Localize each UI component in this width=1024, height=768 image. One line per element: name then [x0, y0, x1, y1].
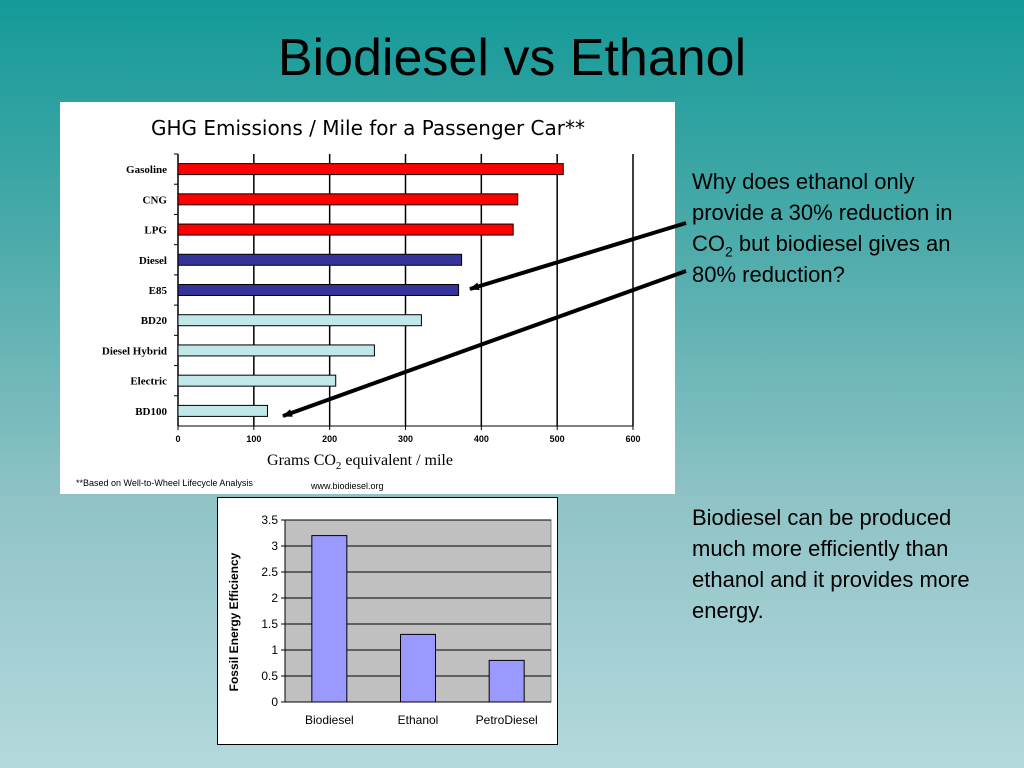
ghg-category-label-bd20: BD20 — [141, 315, 168, 327]
ghg-bar-bd20 — [177, 314, 422, 327]
ghg-x-tick-label: 200 — [322, 434, 337, 444]
efficiency-category-label-petrodiesel: PetroDiesel — [476, 713, 538, 727]
ghg-category-label-bd100: BD100 — [135, 406, 167, 418]
ghg-footnote: **Based on Well-to-Wheel Lifecycle Analy… — [76, 478, 253, 488]
ghg-x-tick-label: 500 — [550, 434, 565, 444]
ghg-bar-diesel — [177, 253, 463, 266]
question-text: Why does ethanol only provide a 30% redu… — [692, 169, 953, 287]
efficiency-y-tick-label: 3.5 — [261, 513, 278, 527]
efficiency-y-tick-label: 0.5 — [261, 669, 278, 683]
ghg-x-tick-label: 300 — [398, 434, 413, 444]
ghg-category-label-lpg: LPG — [144, 225, 167, 237]
ghg-x-axis-label: Grams CO2 equivalent / mile — [267, 452, 453, 473]
ghg-bar-electric — [177, 374, 337, 387]
ghg-category-label-e85: E85 — [149, 285, 168, 297]
efficiency-chart-panel: 0 0.5 1 1.5 2 2.5 3 3.5 Biodiesel Ethanol PetroDie… — [217, 497, 558, 745]
ghg-source: www.biodiesel.org — [311, 481, 384, 491]
ghg-chart-panel: GHG Emissions / Mile for a Passenger Car… — [60, 102, 675, 494]
ghg-category-label-diesel-hybrid: Diesel Hybrid — [102, 345, 167, 357]
efficiency-y-tick-label: 1 — [271, 643, 278, 657]
ghg-category-label-electric: Electric — [130, 376, 167, 388]
efficiency-y-axis-label: Fossil Energy Efficiency — [227, 552, 241, 692]
efficiency-y-tick-label: 0 — [271, 695, 278, 709]
efficiency-bar-ethanol — [400, 633, 436, 703]
ghg-category-label-cng: CNG — [143, 194, 168, 206]
ghg-bar-e85 — [177, 284, 460, 296]
efficiency-bar-petrodiesel — [488, 659, 525, 703]
efficiency-y-tick-label: 2 — [271, 591, 278, 605]
ghg-bar-bd100 — [177, 404, 268, 417]
ghg-x-tick-label: 400 — [474, 434, 489, 444]
efficiency-category-label-biodiesel: Biodiesel — [305, 713, 354, 727]
ghg-bar-lpg — [177, 223, 514, 236]
ghg-x-tick-label: 100 — [246, 434, 261, 444]
ghg-emissions-chart: GHG Emissions / Mile for a Passenger Car… — [102, 116, 641, 444]
ghg-chart-title: GHG Emissions / Mile for a Passenger Car… — [151, 116, 585, 140]
slide-title: Biodiesel vs Ethanol — [277, 29, 747, 87]
efficiency-y-tick-label: 2.5 — [261, 565, 278, 579]
ghg-bar-cng — [177, 193, 519, 206]
ghg-x-tick-label: 600 — [625, 434, 640, 444]
efficiency-y-tick-label: 1.5 — [261, 617, 278, 631]
ghg-bar-diesel-hybrid — [177, 344, 375, 357]
efficiency-category-label-ethanol: Ethanol — [398, 713, 439, 727]
ghg-category-label-gasoline: Gasoline — [126, 164, 167, 176]
fossil-efficiency-chart: 0 0.5 1 1.5 2 2.5 3 3.5 Biodiesel Ethanol PetroDie… — [261, 513, 552, 727]
ghg-category-label-diesel: Diesel — [139, 255, 167, 267]
ghg-bar-gasoline — [177, 163, 564, 176]
efficiency-y-tick-label: 3 — [271, 539, 278, 553]
ghg-x-tick-label: 0 — [175, 434, 180, 444]
efficiency-bar-biodiesel — [311, 535, 348, 703]
efficiency-text: Biodiesel can be produced much more effi… — [692, 505, 970, 623]
